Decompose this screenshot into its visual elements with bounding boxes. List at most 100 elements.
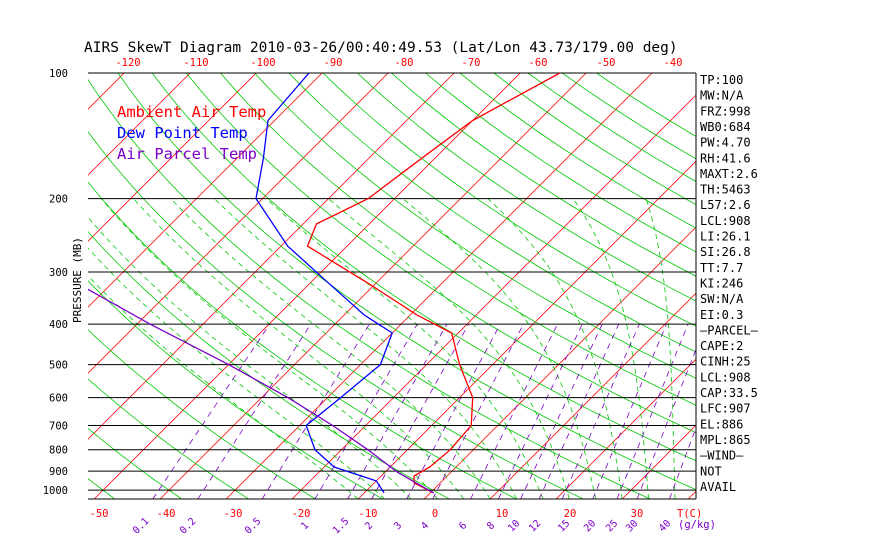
stat-line: MPL:865	[700, 433, 751, 447]
dry-adiabat	[88, 130, 584, 499]
stat-line: CAP:33.5	[700, 386, 758, 400]
moist-adiabat	[328, 198, 570, 499]
dry-adiabat	[288, 73, 696, 353]
mixing-ratio-line	[432, 323, 524, 499]
mixing-ratio-line	[406, 323, 501, 499]
stat-line: WB0:684	[700, 120, 751, 134]
series-air-parcel-temp	[88, 288, 434, 494]
stat-line: CAPE:2	[700, 339, 743, 353]
mixing-ratio-line	[498, 323, 583, 499]
bottom-temp-tick: 20	[564, 508, 577, 520]
isotherm-line	[754, 73, 870, 499]
top-temp-tick: -50	[597, 57, 616, 69]
mixing-ratio-line	[152, 323, 270, 499]
dry-adiabat	[459, 73, 696, 229]
bottom-temp-tick: -10	[359, 508, 378, 520]
dry-adiabat	[151, 73, 696, 462]
top-temp-tick: -40	[664, 57, 683, 69]
isotherm-line	[555, 358, 696, 499]
mixing-ratio-label: 0.2	[178, 516, 199, 537]
stat-line: RH:41.6	[700, 151, 751, 165]
mixing-ratio-label: 2	[363, 520, 375, 532]
mixing-ratio-label: 6	[457, 520, 469, 532]
dry-adiabat	[88, 427, 183, 499]
stat-line: PW:4.70	[700, 136, 751, 150]
pressure-tick-label: 800	[49, 445, 68, 457]
legend-entry: Air Parcel Temp	[117, 145, 257, 163]
mixing-ratio-label: 40	[657, 518, 673, 534]
bottom-temp-tick: -20	[292, 508, 311, 520]
stat-line: EL:886	[700, 417, 743, 431]
stat-line: LCL:908	[700, 214, 751, 228]
isotherm-line	[423, 226, 696, 499]
mixing-ratio-line	[538, 323, 620, 499]
isotherm-line	[225, 73, 653, 499]
moist-adiabat	[266, 198, 544, 499]
mixing-ratio-line	[261, 323, 370, 499]
bottom-temp-tick: 0	[432, 508, 438, 520]
y-axis-label: PRESSURE (MB)	[71, 237, 84, 323]
dry-adiabat	[88, 78, 651, 499]
isotherm-line	[88, 73, 455, 440]
isotherm-line	[489, 292, 696, 499]
pressure-tick-label: 200	[49, 194, 68, 206]
bottom-axis-unit: T(C)	[677, 508, 702, 520]
moist-adiabat	[214, 198, 517, 499]
isotherm-line	[88, 73, 389, 374]
top-temp-tick: -100	[250, 57, 275, 69]
mixing-ratio-label: 0.1	[131, 516, 152, 537]
pressure-tick-label: 400	[49, 319, 68, 331]
moist-adiabat	[170, 198, 491, 499]
bottom-temp-tick: 30	[631, 508, 644, 520]
moist-adiabat	[88, 216, 412, 499]
dry-adiabat	[88, 181, 517, 499]
pressure-tick-label: 700	[49, 421, 68, 433]
stat-line: LI:26.1	[700, 230, 751, 244]
dry-adiabat	[322, 73, 696, 327]
stat-line: AVAIL	[700, 480, 736, 494]
stat-line: LCL:908	[700, 370, 751, 384]
legend-entry: Dew Point Temp	[117, 124, 248, 142]
dry-adiabat	[88, 231, 450, 499]
mixing-ratio-label: 12	[527, 518, 543, 534]
moist-adiabat	[572, 198, 649, 499]
top-temp-tick: -120	[115, 57, 140, 69]
top-temp-tick: -80	[395, 57, 414, 69]
series-ambient-air-temp	[306, 73, 561, 494]
isotherm-line	[291, 94, 696, 499]
stat-line: EI:0.3	[700, 308, 743, 322]
mixing-ratio-label: 3	[392, 520, 404, 532]
dry-adiabat	[254, 73, 696, 379]
mixing-ratio-line	[314, 323, 418, 499]
mixing-ratio-label: 25	[604, 518, 620, 534]
dry-adiabat	[88, 378, 249, 499]
dry-adiabat	[356, 73, 696, 302]
stat-line: —PARCEL—	[700, 323, 759, 337]
mixing-ratio-line	[347, 323, 448, 499]
mixing-ratio-unit: (g/kg)	[678, 519, 716, 531]
stat-line: TT:7.7	[700, 261, 743, 275]
mixing-ratio-line	[592, 324, 667, 499]
stat-line: —WIND—	[700, 449, 744, 463]
mixing-ratio-label: 20	[582, 518, 598, 534]
mixing-ratio-label: 4	[419, 520, 431, 532]
pressure-tick-label: 500	[49, 360, 68, 372]
mixing-ratio-label: 1	[299, 520, 311, 532]
top-temp-tick: -60	[529, 57, 548, 69]
pressure-tick-label: 100	[49, 68, 68, 80]
pressure-tick-label: 900	[49, 466, 68, 478]
mixing-ratio-line	[636, 348, 696, 499]
mixing-ratio-label: 15	[556, 518, 572, 534]
bottom-temp-tick: -50	[90, 508, 109, 520]
legend-entry: Ambient Air Temp	[117, 103, 266, 121]
mixing-ratio-label: 30	[624, 518, 640, 534]
dry-adiabat	[88, 329, 316, 499]
dry-adiabat	[425, 73, 696, 253]
dry-adiabat	[117, 73, 696, 491]
top-temp-tick: -110	[183, 57, 208, 69]
mixing-ratio-label: 1.5	[331, 516, 352, 537]
isotherm-line	[0, 73, 58, 499]
series-dew-point-temp	[255, 73, 393, 494]
stat-line: MAXT:2.6	[700, 167, 758, 181]
